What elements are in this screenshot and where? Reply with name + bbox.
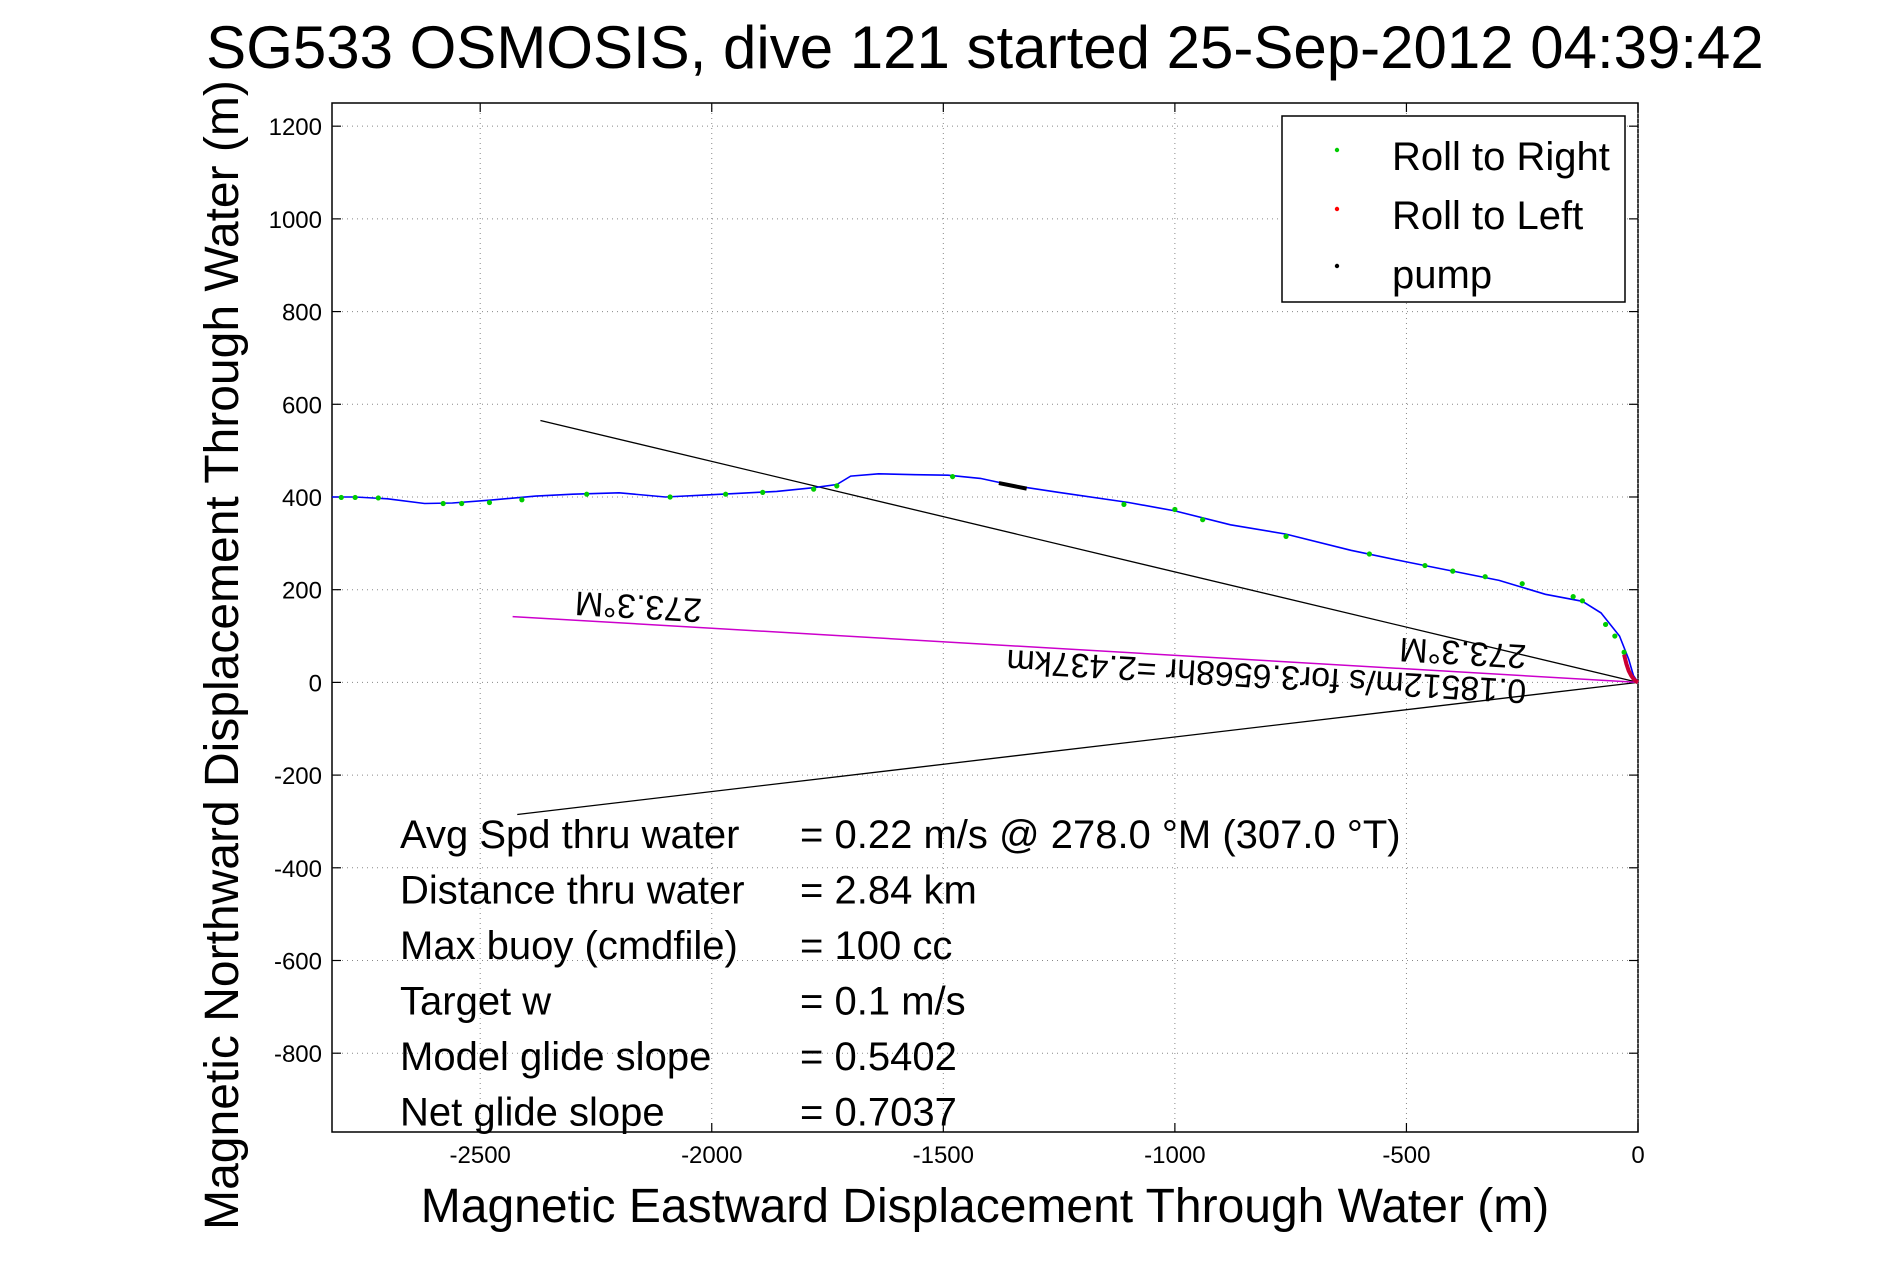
summary-label: Target w [400, 980, 551, 1024]
roll-right-point [1612, 633, 1618, 639]
roll-right-point [352, 494, 358, 501]
roll-right-point [1570, 594, 1576, 600]
track-layer [332, 472, 1639, 683]
roll-right-point [1579, 598, 1586, 604]
roll-right-point [811, 486, 817, 492]
axis-ticks: -2500 -2000 -1500 -1000 -500 0120010008006004… [269, 103, 1645, 1169]
legend-marker-pump [1334, 263, 1340, 269]
roll-right-point [486, 499, 493, 506]
heading-line-upper [540, 419, 1639, 684]
y-axis-label: Magnetic Northward Displacement Through … [196, 80, 249, 1230]
x-axis-label: Magnetic Eastward Displacement Through W… [421, 1180, 1549, 1233]
pump-segment [998, 481, 1028, 491]
summary-value: = 0.7037 [800, 1091, 957, 1135]
roll-right-point [1172, 506, 1178, 513]
roll-right-point [949, 473, 956, 480]
x-tick-label: -500 [1382, 1142, 1430, 1169]
y-tick-label: 1000 [269, 207, 322, 234]
x-tick-label: -2000 [681, 1142, 742, 1169]
chart-title: SG533 OSMOSIS, dive 121 started 25-Sep-2… [206, 14, 1764, 81]
x-tick-label: -1000 [1144, 1142, 1205, 1169]
roll-right-point [723, 491, 729, 497]
legend-label-roll-left: Roll to Left [1392, 194, 1583, 238]
y-tick-label: 600 [282, 392, 322, 419]
roll-right-point [667, 494, 673, 500]
rotated-label: 273.3°M [574, 584, 703, 629]
summary-label: Model glide slope [400, 1035, 711, 1079]
net-vector-line [512, 615, 1639, 684]
roll-right-point [375, 495, 381, 501]
y-tick-label: 800 [282, 300, 322, 327]
y-tick-label: 0 [309, 670, 322, 697]
summary-label: Avg Spd thru water [400, 813, 739, 857]
roll-right-point [1283, 533, 1289, 539]
roll-right-point [1482, 574, 1488, 580]
roll-right-point [338, 494, 344, 501]
x-tick-label: -1500 [913, 1142, 974, 1169]
roll-right-point [1602, 621, 1609, 628]
roll-right-point [1366, 551, 1372, 557]
roll-right-point [1450, 568, 1456, 574]
y-tick-label: -400 [274, 856, 322, 883]
roll-left-segment [1622, 654, 1640, 685]
roll-right-point [1200, 517, 1206, 523]
summary-value: = 0.1 m/s [800, 980, 966, 1024]
roll-right-point [584, 491, 590, 497]
y-tick-label: -800 [274, 1041, 322, 1068]
summary-value: = 2.84 km [800, 869, 977, 913]
legend-label-pump: pump [1392, 253, 1492, 297]
roll-right-point [1422, 562, 1428, 569]
summary-label: Net glide slope [400, 1091, 665, 1135]
roll-right-point [1621, 649, 1627, 655]
legend-marker-roll-left [1334, 206, 1340, 212]
legend-marker-roll-right [1334, 147, 1340, 153]
summary-value: = 0.22 m/s @ 278.0 °M (307.0 °T) [800, 813, 1401, 857]
y-tick-label: 200 [282, 578, 322, 605]
y-tick-label: 400 [282, 485, 322, 512]
summary-annotations: Avg Spd thru water = 0.22 m/s @ 278.0 °M … [400, 813, 1401, 1135]
y-tick-label: -600 [274, 949, 322, 976]
legend-label-roll-right: Roll to Right [1392, 135, 1610, 179]
roll-right-point [1121, 501, 1127, 508]
y-tick-label: -200 [274, 763, 322, 790]
roll-right-point [834, 483, 840, 489]
summary-value: = 0.5402 [800, 1035, 957, 1079]
summary-value: = 100 cc [800, 924, 952, 968]
rotated-label: 273.3°M [1398, 630, 1527, 675]
heading-line-lower [517, 681, 1639, 816]
x-tick-label: -2500 [450, 1142, 511, 1169]
summary-label: Max buoy (cmdfile) [400, 924, 738, 968]
roll-right-point [459, 500, 465, 507]
roll-right-point [440, 500, 446, 507]
summary-label: Distance thru water [400, 869, 745, 913]
heading-lines [512, 419, 1639, 816]
x-tick-label: 0 [1631, 1142, 1644, 1169]
roll-right-point [519, 497, 525, 503]
legend: Roll to Right Roll to Left pump [1281, 115, 1626, 303]
y-tick-label: 1200 [269, 114, 322, 141]
roll-right-point [1519, 581, 1525, 587]
dive-track-line [332, 472, 1639, 683]
roll-right-point [760, 489, 766, 495]
marker-layer [338, 473, 1640, 685]
